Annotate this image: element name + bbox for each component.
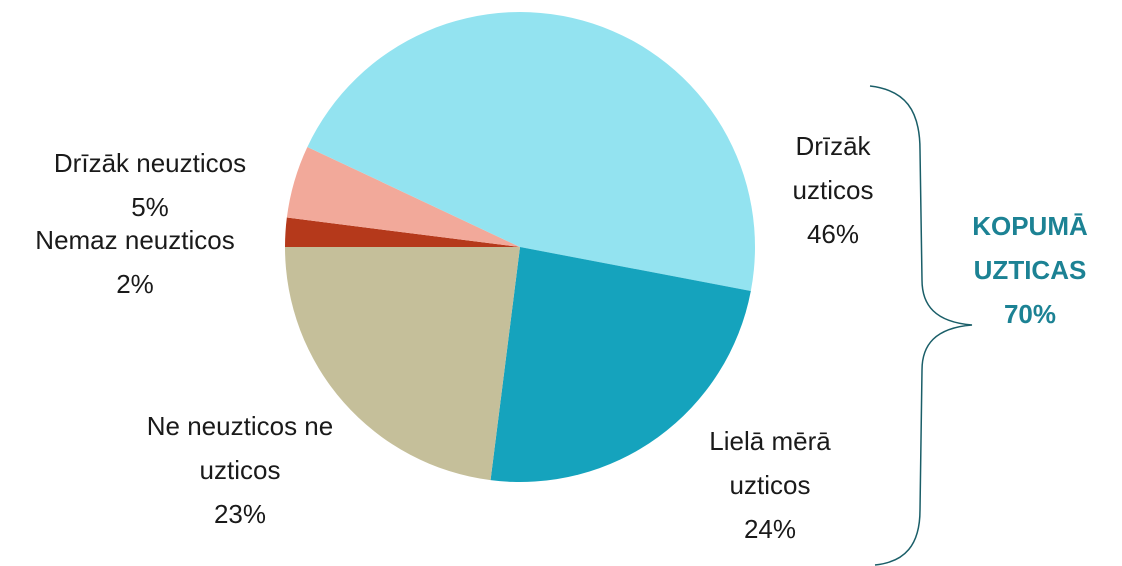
value-label: 24% <box>743 514 797 544</box>
category-label: Nemaz neuzticos <box>35 225 235 255</box>
value-label: 2% <box>116 269 154 299</box>
value-label: 5% <box>131 192 169 222</box>
slice-label: Drīzāk uzticos 46% <box>773 124 893 256</box>
value-label: 23% <box>213 499 267 529</box>
pie-slice <box>307 12 755 292</box>
slice-label: Lielā mērā uzticos 24% <box>690 419 850 551</box>
value-label: 46% <box>806 219 860 249</box>
category-label: Drīzāk neuzticos <box>53 148 247 178</box>
slice-label: Nemaz neuzticos 2% <box>35 218 234 306</box>
category-label: Drīzāk uzticos <box>792 131 874 205</box>
pie-slice <box>285 217 520 247</box>
category-label: Ne neuzticos ne uzticos <box>146 411 334 485</box>
slice-label: Drīzāk neuzticos 5% <box>54 141 246 229</box>
pie-slice <box>285 247 520 481</box>
annotation: KOPUMĀ UZTICAS 70% <box>972 211 1088 329</box>
slice-label: Ne neuzticos ne uzticos 23% <box>133 404 348 536</box>
brace <box>869 85 973 566</box>
pie-slice <box>286 146 520 247</box>
pie-slice <box>490 247 751 482</box>
category-label: Lielā mērā uzticos <box>709 426 831 500</box>
